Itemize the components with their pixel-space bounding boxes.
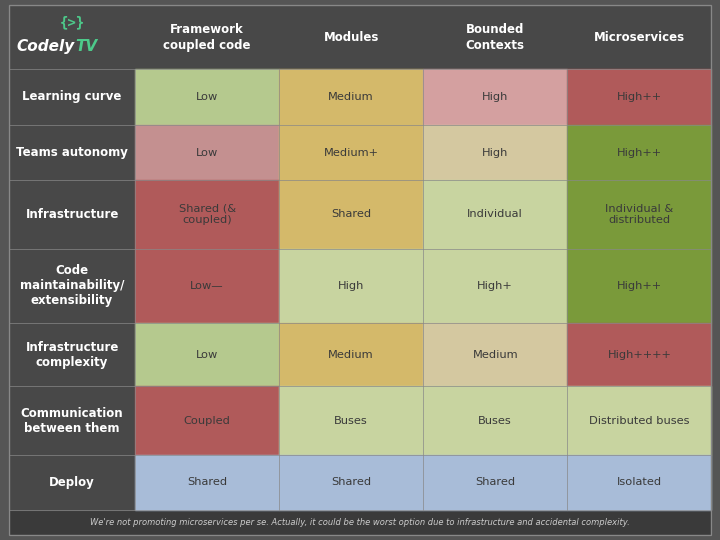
Bar bbox=[279, 387, 423, 455]
Bar bbox=[135, 323, 279, 387]
Text: Individual &
distributed: Individual & distributed bbox=[606, 204, 673, 225]
Text: Code
maintainability/
extensibility: Code maintainability/ extensibility bbox=[20, 265, 125, 307]
Text: Low: Low bbox=[196, 147, 218, 158]
Bar bbox=[9, 5, 711, 69]
Bar bbox=[567, 248, 711, 323]
Bar bbox=[279, 180, 423, 248]
Bar bbox=[423, 125, 567, 180]
Text: {>}: {>} bbox=[60, 16, 85, 30]
Bar bbox=[567, 69, 711, 125]
Text: High+: High+ bbox=[477, 281, 513, 291]
Bar bbox=[567, 180, 711, 248]
Bar bbox=[135, 248, 279, 323]
Bar bbox=[279, 69, 423, 125]
Text: Medium+: Medium+ bbox=[324, 147, 379, 158]
Text: Teams autonomy: Teams autonomy bbox=[16, 146, 128, 159]
Bar bbox=[567, 387, 711, 455]
Text: Shared: Shared bbox=[331, 477, 372, 488]
Text: Deploy: Deploy bbox=[49, 476, 95, 489]
Bar bbox=[567, 455, 711, 510]
Text: Microservices: Microservices bbox=[594, 31, 685, 44]
Text: High++: High++ bbox=[617, 281, 662, 291]
Text: High++: High++ bbox=[617, 147, 662, 158]
Bar bbox=[135, 455, 279, 510]
Bar bbox=[9, 387, 135, 455]
Text: Medium: Medium bbox=[472, 350, 518, 360]
Bar bbox=[423, 387, 567, 455]
Text: Shared: Shared bbox=[475, 477, 516, 488]
Bar bbox=[135, 180, 279, 248]
Text: Infrastructure: Infrastructure bbox=[25, 208, 119, 221]
Text: TV: TV bbox=[76, 39, 98, 55]
Bar bbox=[423, 69, 567, 125]
Bar bbox=[423, 455, 567, 510]
Text: Distributed buses: Distributed buses bbox=[589, 416, 690, 426]
Bar bbox=[135, 69, 279, 125]
Text: Buses: Buses bbox=[478, 416, 512, 426]
Bar bbox=[279, 323, 423, 387]
Text: We're not promoting microservices per se. Actually, it could be the worst option: We're not promoting microservices per se… bbox=[91, 518, 630, 527]
Text: Modules: Modules bbox=[323, 31, 379, 44]
Text: Codely: Codely bbox=[17, 39, 75, 55]
Text: Infrastructure
complexity: Infrastructure complexity bbox=[25, 341, 119, 369]
Bar bbox=[9, 69, 135, 125]
Text: High: High bbox=[482, 92, 508, 102]
Text: Shared (&
coupled): Shared (& coupled) bbox=[179, 204, 235, 225]
Text: Framework
coupled code: Framework coupled code bbox=[163, 23, 251, 52]
Text: High: High bbox=[338, 281, 364, 291]
Text: Buses: Buses bbox=[334, 416, 368, 426]
Bar bbox=[9, 323, 135, 387]
Text: High: High bbox=[482, 147, 508, 158]
Bar bbox=[423, 248, 567, 323]
Text: Individual: Individual bbox=[467, 210, 523, 219]
Bar bbox=[9, 510, 711, 535]
Bar bbox=[9, 125, 135, 180]
Text: Learning curve: Learning curve bbox=[22, 90, 122, 104]
Text: Communication
between them: Communication between them bbox=[21, 407, 123, 435]
Bar bbox=[423, 180, 567, 248]
Bar bbox=[135, 125, 279, 180]
Bar bbox=[9, 248, 135, 323]
Bar bbox=[567, 125, 711, 180]
Text: Medium: Medium bbox=[328, 92, 374, 102]
Bar bbox=[279, 455, 423, 510]
Text: Coupled: Coupled bbox=[184, 416, 230, 426]
Bar bbox=[423, 323, 567, 387]
Bar bbox=[135, 387, 279, 455]
Text: Shared: Shared bbox=[331, 210, 372, 219]
Text: Low: Low bbox=[196, 350, 218, 360]
Text: Low: Low bbox=[196, 92, 218, 102]
Bar bbox=[279, 125, 423, 180]
Bar bbox=[9, 455, 135, 510]
Text: Bounded
Contexts: Bounded Contexts bbox=[466, 23, 525, 52]
Text: Isolated: Isolated bbox=[617, 477, 662, 488]
Bar bbox=[567, 323, 711, 387]
Text: Low—: Low— bbox=[190, 281, 224, 291]
Text: Shared: Shared bbox=[187, 477, 227, 488]
Text: High++: High++ bbox=[617, 92, 662, 102]
Bar bbox=[9, 180, 135, 248]
Bar bbox=[279, 248, 423, 323]
Text: High++++: High++++ bbox=[608, 350, 671, 360]
Text: Medium: Medium bbox=[328, 350, 374, 360]
